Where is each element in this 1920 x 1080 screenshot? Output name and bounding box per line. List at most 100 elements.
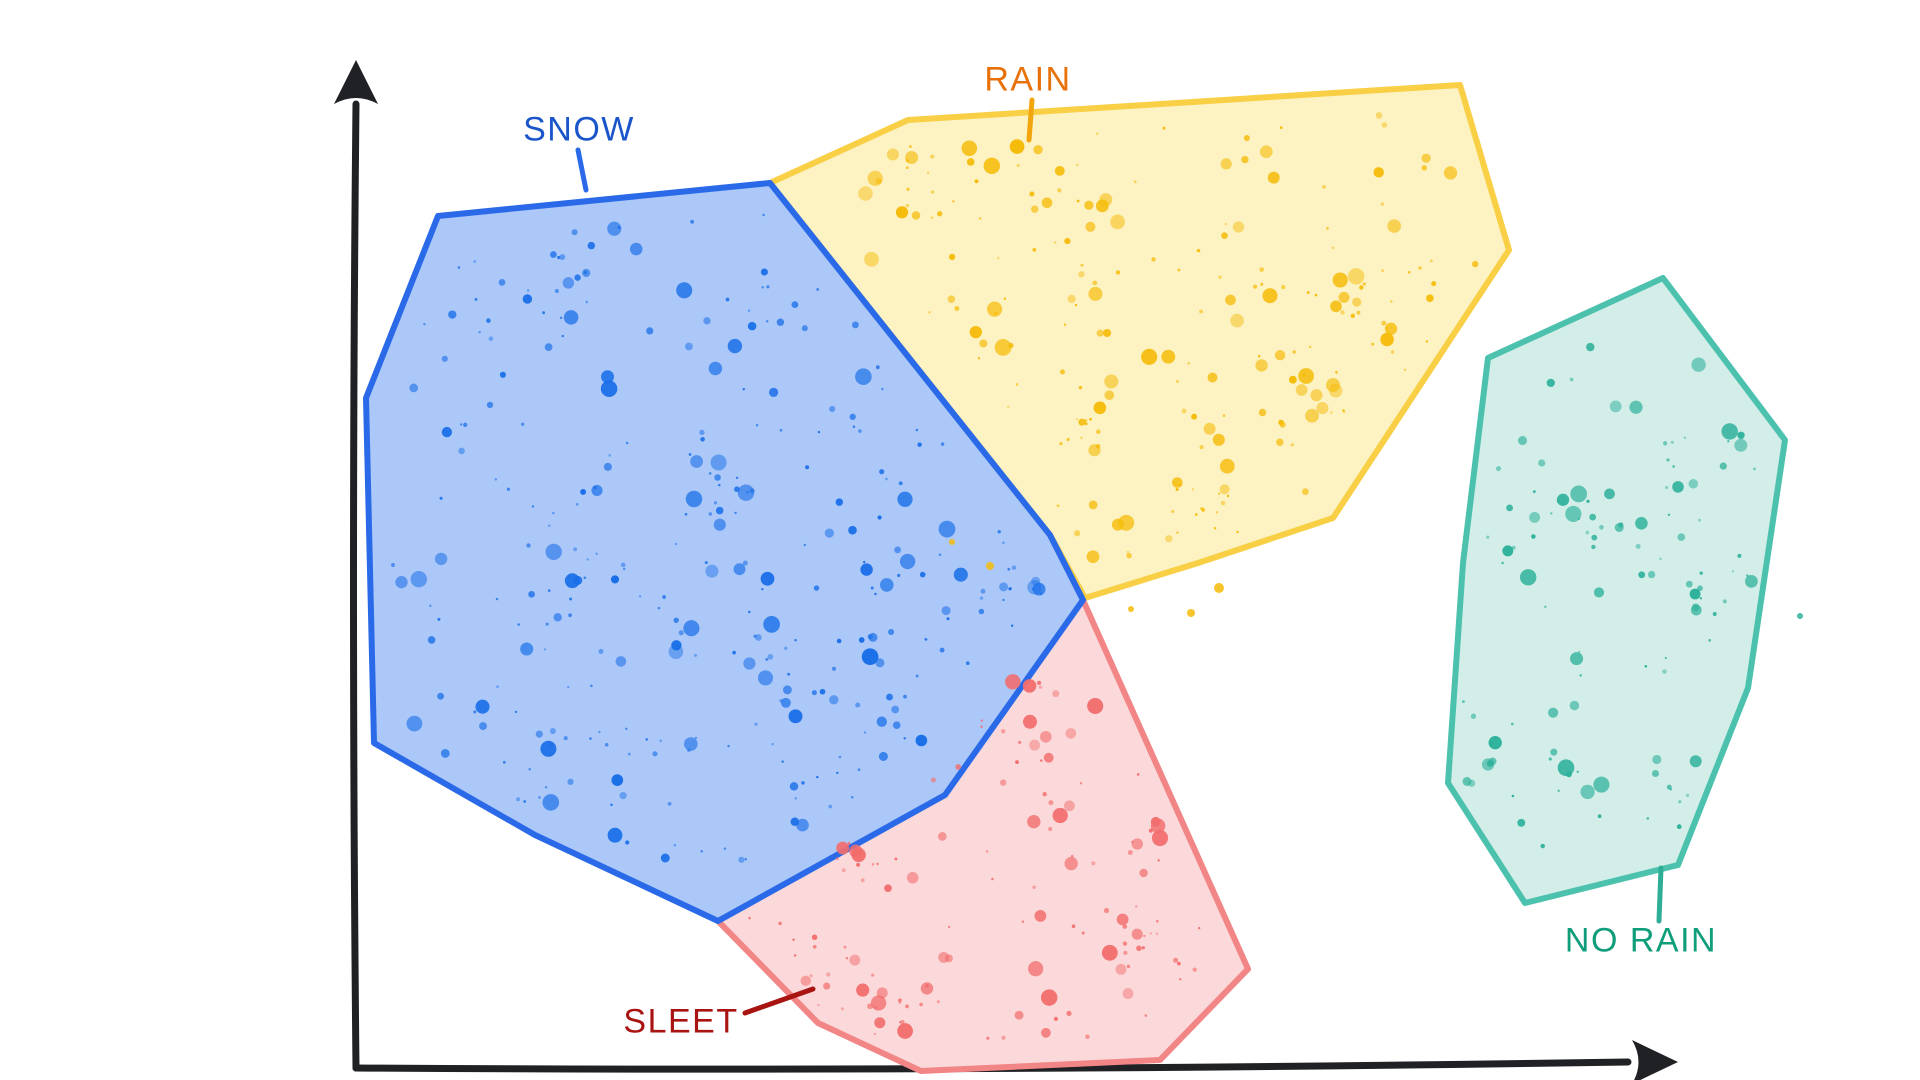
data-point [554,289,559,293]
data-point [1565,505,1582,522]
data-point [589,737,592,740]
data-point [520,642,534,656]
data-point [1651,769,1660,778]
data-point [824,528,835,538]
data-point [879,578,894,592]
data-point [1517,436,1528,446]
data-point [1274,349,1286,361]
data-point [1348,268,1365,285]
data-point [748,610,751,614]
data-point [540,740,557,757]
data-point [542,311,545,315]
data-point [583,270,587,275]
data-point [496,685,499,688]
data-point [710,454,727,471]
data-point [1591,534,1598,541]
data-point [1194,513,1198,516]
data-point [864,251,879,267]
data-point [947,295,956,304]
data-point [1691,357,1706,372]
data-point [1380,332,1394,347]
data-point [1074,530,1081,537]
data-point [547,589,551,592]
data-point [1175,487,1179,492]
data-point [410,571,427,588]
data-point [1659,557,1662,561]
data-point [499,371,506,378]
data-point [789,782,799,791]
data-point [1187,362,1190,365]
data-point [1066,438,1070,441]
data-point [1421,153,1431,163]
data-point [1538,459,1546,467]
data-point [1088,286,1103,301]
data-point [1672,481,1684,493]
data-point [1165,535,1173,543]
cluster-label-snow: SNOW [523,110,635,149]
data-point [1517,818,1526,827]
data-point [891,705,900,714]
data-point [1635,516,1648,530]
data-point [952,200,955,203]
data-point [1027,815,1041,829]
data-point [573,575,583,585]
data-point [1218,275,1222,279]
data-point [1104,390,1115,401]
data-point [1531,534,1536,539]
data-point [522,294,533,304]
data-point [598,730,601,734]
data-point [1221,232,1228,239]
data-point [1116,913,1129,926]
data-point [1230,313,1244,328]
data-point [568,613,572,618]
data-point [1043,752,1054,763]
data-point [683,620,700,637]
data-point [473,710,477,714]
data-point [1131,928,1143,940]
data-point [915,674,919,678]
data-point [1156,919,1159,923]
data-point [423,322,426,326]
data-point [873,1032,877,1036]
data-point [1672,465,1675,468]
data-point [938,520,956,538]
data-point [1418,266,1422,270]
data-point [877,515,882,520]
data-point [1007,405,1010,409]
data-point [1532,490,1536,494]
data-point [1030,205,1039,213]
data-point [1063,800,1075,812]
data-point [567,778,574,785]
data-point [812,944,817,949]
data-point [881,387,884,391]
data-point [727,744,730,748]
data-point [619,791,627,800]
data-point [585,300,588,304]
data-point [762,213,765,217]
data-point [569,597,573,601]
data-point [878,751,888,761]
data-point [1276,438,1284,446]
data-point [1093,401,1107,415]
data-point [858,186,873,201]
data-point [801,781,805,785]
data-point [1014,1010,1024,1020]
data-point [1149,932,1153,935]
data-point [538,796,541,799]
data-point [979,217,982,220]
data-point [894,546,901,554]
data-point [835,857,839,861]
data-point [1053,241,1057,244]
data-point [1390,300,1393,303]
data-point [517,623,520,626]
data-point [743,657,756,670]
cluster-region-snow [363,180,1086,924]
data-point [1593,776,1610,793]
data-point [1010,624,1014,627]
data-point [1131,840,1134,844]
data-point [930,777,936,783]
data-point [897,1023,913,1039]
data-point [1690,604,1702,616]
data-point [625,441,629,445]
data-point [1308,345,1312,349]
